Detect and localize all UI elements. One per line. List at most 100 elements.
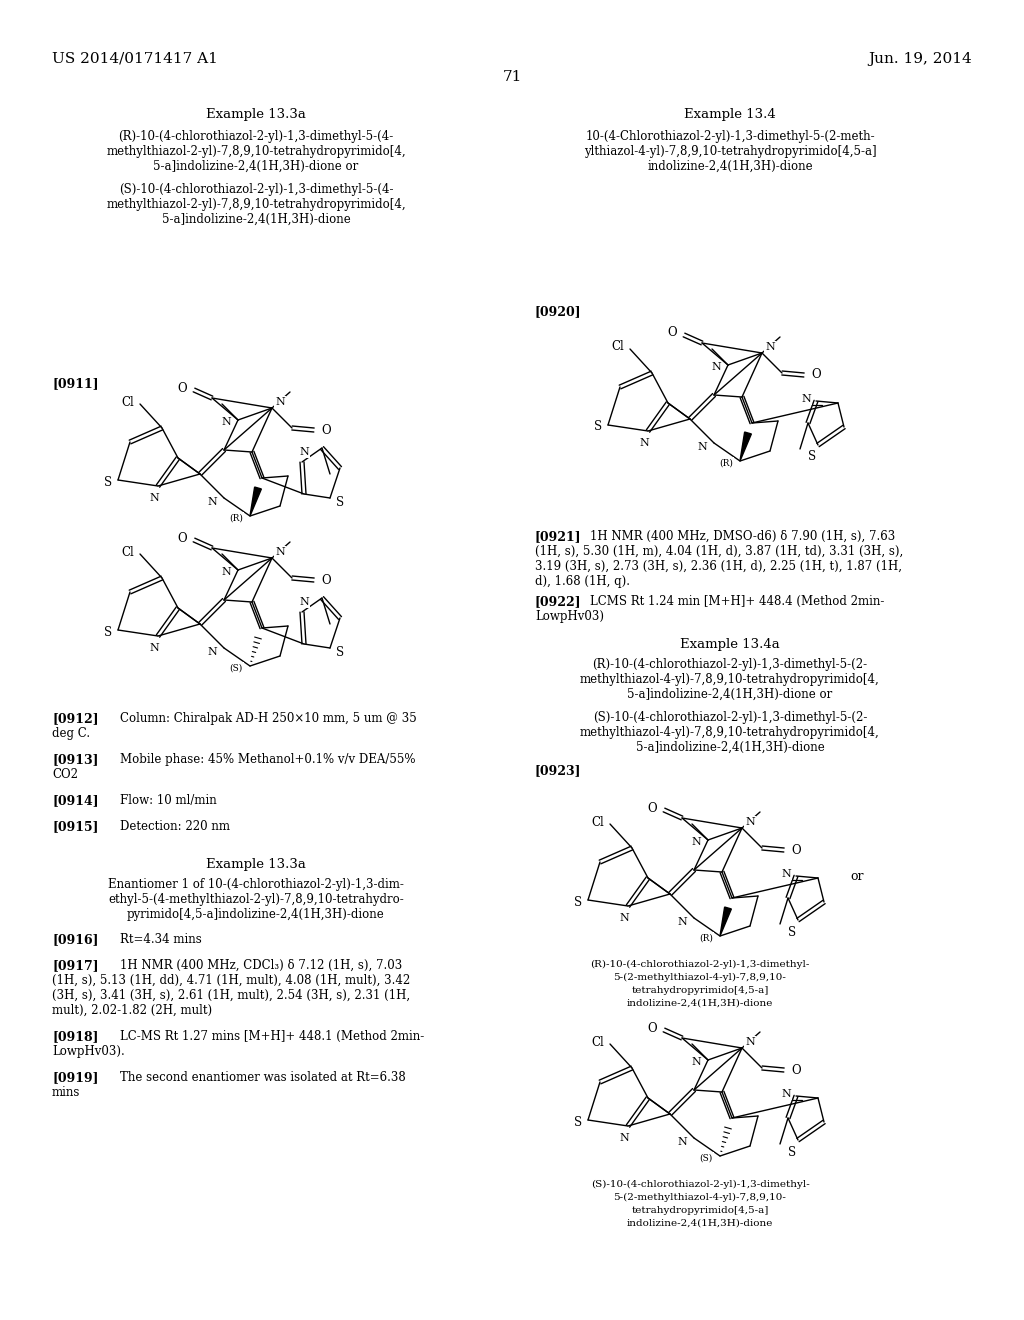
- Text: N: N: [765, 342, 775, 352]
- Text: (3H, s), 3.41 (3H, s), 2.61 (1H, mult), 2.54 (3H, s), 2.31 (1H,: (3H, s), 3.41 (3H, s), 2.61 (1H, mult), …: [52, 989, 411, 1002]
- Text: S: S: [336, 645, 344, 659]
- Polygon shape: [250, 487, 261, 516]
- Text: (S)-10-(4-chlorothiazol-2-yl)-1,3-dimethyl-: (S)-10-(4-chlorothiazol-2-yl)-1,3-dimeth…: [591, 1180, 809, 1189]
- Text: [0917]: [0917]: [52, 960, 98, 972]
- Text: O: O: [322, 573, 331, 586]
- Text: 5-a]indolizine-2,4(1H,3H)-dione: 5-a]indolizine-2,4(1H,3H)-dione: [636, 741, 824, 754]
- Text: O: O: [811, 368, 821, 381]
- Text: 10-(4-Chlorothiazol-2-yl)-1,3-dimethyl-5-(2-meth-: 10-(4-Chlorothiazol-2-yl)-1,3-dimethyl-5…: [585, 129, 874, 143]
- Text: Jun. 19, 2014: Jun. 19, 2014: [868, 51, 972, 66]
- Text: S: S: [787, 925, 796, 939]
- Text: Cl: Cl: [611, 341, 625, 354]
- Text: (R)-10-(4-chlorothiazol-2-yl)-1,3-dimethyl-5-(4-: (R)-10-(4-chlorothiazol-2-yl)-1,3-dimeth…: [119, 129, 393, 143]
- Text: Example 13.4a: Example 13.4a: [680, 638, 780, 651]
- Text: O: O: [792, 1064, 801, 1077]
- Text: Flow: 10 ml/min: Flow: 10 ml/min: [120, 795, 217, 807]
- Text: N: N: [691, 837, 700, 847]
- Text: 5-a]indolizine-2,4(1H,3H)-dione or: 5-a]indolizine-2,4(1H,3H)-dione or: [628, 688, 833, 701]
- Text: methylthiazol-2-yl)-7,8,9,10-tetrahydropyrimido[4,: methylthiazol-2-yl)-7,8,9,10-tetrahydrop…: [106, 145, 406, 158]
- Text: [0916]: [0916]: [52, 933, 98, 946]
- Text: N: N: [781, 869, 791, 879]
- Text: LC-MS Rt 1.27 mins [M+H]+ 448.1 (Method 2min-: LC-MS Rt 1.27 mins [M+H]+ 448.1 (Method …: [120, 1030, 424, 1043]
- Text: Mobile phase: 45% Methanol+0.1% v/v DEA/55%: Mobile phase: 45% Methanol+0.1% v/v DEA/…: [120, 752, 416, 766]
- Text: indolizine-2,4(1H,3H)-dione: indolizine-2,4(1H,3H)-dione: [647, 160, 813, 173]
- Text: N: N: [150, 643, 159, 653]
- Text: N: N: [299, 597, 309, 607]
- Text: N: N: [781, 1089, 791, 1100]
- Text: [0915]: [0915]: [52, 820, 98, 833]
- Text: [0921]: [0921]: [535, 531, 582, 543]
- Text: N: N: [711, 362, 721, 372]
- Text: O: O: [647, 1022, 656, 1035]
- Text: N: N: [639, 438, 649, 447]
- Text: S: S: [336, 495, 344, 508]
- Text: N: N: [275, 397, 285, 407]
- Text: methylthiazol-4-yl)-7,8,9,10-tetrahydropyrimido[4,: methylthiazol-4-yl)-7,8,9,10-tetrahydrop…: [581, 673, 880, 686]
- Text: (R)-10-(4-chlorothiazol-2-yl)-1,3-dimethyl-: (R)-10-(4-chlorothiazol-2-yl)-1,3-dimeth…: [590, 960, 810, 969]
- Text: US 2014/0171417 A1: US 2014/0171417 A1: [52, 51, 218, 66]
- Text: ylthiazol-4-yl)-7,8,9,10-tetrahydropyrimido[4,5-a]: ylthiazol-4-yl)-7,8,9,10-tetrahydropyrim…: [584, 145, 877, 158]
- Text: ethyl-5-(4-methylthiazol-2-yl)-7,8,9,10-tetrahydro-: ethyl-5-(4-methylthiazol-2-yl)-7,8,9,10-…: [109, 894, 403, 906]
- Text: N: N: [801, 393, 811, 404]
- Text: pyrimido[4,5-a]indolizine-2,4(1H,3H)-dione: pyrimido[4,5-a]indolizine-2,4(1H,3H)-dio…: [127, 908, 385, 921]
- Text: N: N: [221, 417, 230, 426]
- Text: Detection: 220 nm: Detection: 220 nm: [120, 820, 230, 833]
- Text: [0923]: [0923]: [535, 764, 582, 777]
- Text: Cl: Cl: [122, 545, 134, 558]
- Text: 3.19 (3H, s), 2.73 (3H, s), 2.36 (1H, d), 2.25 (1H, t), 1.87 (1H,: 3.19 (3H, s), 2.73 (3H, s), 2.36 (1H, d)…: [535, 560, 902, 573]
- Text: methylthiazol-2-yl)-7,8,9,10-tetrahydropyrimido[4,: methylthiazol-2-yl)-7,8,9,10-tetrahydrop…: [106, 198, 406, 211]
- Text: indolizine-2,4(1H,3H)-dione: indolizine-2,4(1H,3H)-dione: [627, 999, 773, 1008]
- Text: Cl: Cl: [592, 1035, 604, 1048]
- Text: Column: Chiralpak AD-H 250×10 mm, 5 um @ 35: Column: Chiralpak AD-H 250×10 mm, 5 um @…: [120, 711, 417, 725]
- Text: N: N: [745, 817, 755, 828]
- Text: 5-a]indolizine-2,4(1H,3H)-dione or: 5-a]indolizine-2,4(1H,3H)-dione or: [154, 160, 358, 173]
- Text: 1H NMR (400 MHz, CDCl₃) δ 7.12 (1H, s), 7.03: 1H NMR (400 MHz, CDCl₃) δ 7.12 (1H, s), …: [120, 960, 402, 972]
- Text: [0922]: [0922]: [535, 595, 582, 609]
- Text: O: O: [322, 424, 331, 437]
- Text: N: N: [620, 1133, 629, 1143]
- Text: O: O: [177, 381, 186, 395]
- Text: (R): (R): [699, 933, 713, 942]
- Text: Rt=4.34 mins: Rt=4.34 mins: [120, 933, 202, 946]
- Text: Cl: Cl: [122, 396, 134, 408]
- Text: (R): (R): [719, 458, 733, 467]
- Text: N: N: [697, 442, 707, 451]
- Text: [0913]: [0913]: [52, 752, 98, 766]
- Text: N: N: [207, 498, 217, 507]
- Text: (1H, s), 5.13 (1H, dd), 4.71 (1H, mult), 4.08 (1H, mult), 3.42: (1H, s), 5.13 (1H, dd), 4.71 (1H, mult),…: [52, 974, 411, 987]
- Text: (S): (S): [699, 1154, 713, 1163]
- Text: (R): (R): [229, 513, 243, 523]
- Text: N: N: [620, 913, 629, 923]
- Text: S: S: [808, 450, 816, 463]
- Text: Example 13.4: Example 13.4: [684, 108, 776, 121]
- Text: LCMS Rt 1.24 min [M+H]+ 448.4 (Method 2min-: LCMS Rt 1.24 min [M+H]+ 448.4 (Method 2m…: [590, 595, 885, 609]
- Text: O: O: [792, 843, 801, 857]
- Text: The second enantiomer was isolated at Rt=6.38: The second enantiomer was isolated at Rt…: [120, 1071, 406, 1084]
- Text: N: N: [677, 917, 687, 927]
- Text: (1H, s), 5.30 (1H, m), 4.04 (1H, d), 3.87 (1H, td), 3.31 (3H, s),: (1H, s), 5.30 (1H, m), 4.04 (1H, d), 3.8…: [535, 545, 903, 558]
- Text: 5-(2-methylthiazol-4-yl)-7,8,9,10-: 5-(2-methylthiazol-4-yl)-7,8,9,10-: [613, 973, 786, 982]
- Text: N: N: [221, 568, 230, 577]
- Text: S: S: [104, 475, 112, 488]
- Text: Example 13.3a: Example 13.3a: [206, 108, 306, 121]
- Text: S: S: [787, 1146, 796, 1159]
- Text: LowpHv03).: LowpHv03).: [52, 1045, 125, 1059]
- Text: indolizine-2,4(1H,3H)-dione: indolizine-2,4(1H,3H)-dione: [627, 1218, 773, 1228]
- Text: [0918]: [0918]: [52, 1030, 98, 1043]
- Text: 1H NMR (400 MHz, DMSO-d6) δ 7.90 (1H, s), 7.63: 1H NMR (400 MHz, DMSO-d6) δ 7.90 (1H, s)…: [590, 531, 895, 543]
- Text: methylthiazol-4-yl)-7,8,9,10-tetrahydropyrimido[4,: methylthiazol-4-yl)-7,8,9,10-tetrahydrop…: [581, 726, 880, 739]
- Text: O: O: [668, 326, 677, 339]
- Text: N: N: [150, 492, 159, 503]
- Text: mins: mins: [52, 1086, 80, 1100]
- Text: tetrahydropyrimido[4,5-a]: tetrahydropyrimido[4,5-a]: [632, 986, 769, 995]
- Text: tetrahydropyrimido[4,5-a]: tetrahydropyrimido[4,5-a]: [632, 1206, 769, 1214]
- Text: [0914]: [0914]: [52, 795, 98, 807]
- Text: N: N: [207, 647, 217, 657]
- Text: deg C.: deg C.: [52, 727, 90, 741]
- Text: (R)-10-(4-chlorothiazol-2-yl)-1,3-dimethyl-5-(2-: (R)-10-(4-chlorothiazol-2-yl)-1,3-dimeth…: [593, 657, 867, 671]
- Text: Cl: Cl: [592, 816, 604, 829]
- Text: [0911]: [0911]: [52, 378, 98, 389]
- Text: (S)-10-(4-chlorothiazol-2-yl)-1,3-dimethyl-5-(4-: (S)-10-(4-chlorothiazol-2-yl)-1,3-dimeth…: [119, 183, 393, 195]
- Text: S: S: [573, 1115, 582, 1129]
- Text: [0919]: [0919]: [52, 1071, 98, 1084]
